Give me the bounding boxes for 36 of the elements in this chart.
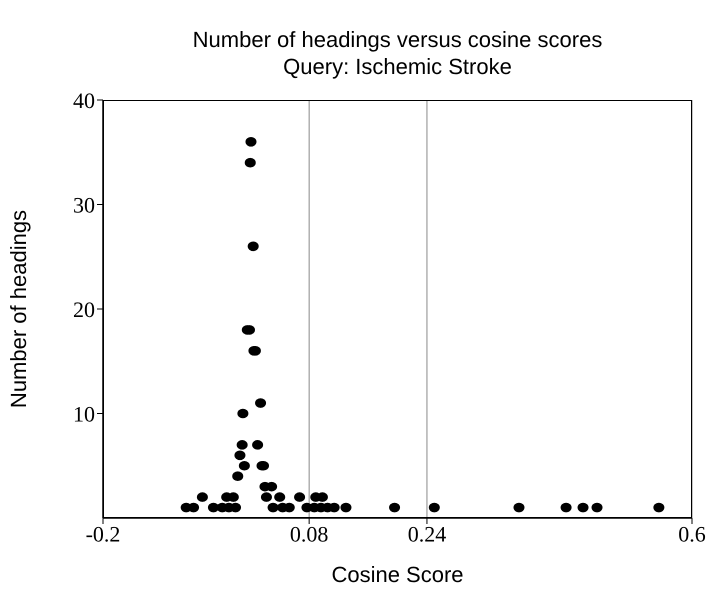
x-tick-label: 0.08 xyxy=(290,522,328,547)
point xyxy=(255,398,266,408)
y-tick-label: 20 xyxy=(73,296,95,322)
x-tick-label: 0.6 xyxy=(678,522,706,547)
y-axis-title: Number of headings xyxy=(6,210,31,408)
y-tick-label: 40 xyxy=(73,88,95,113)
point xyxy=(653,502,664,512)
point xyxy=(188,502,200,512)
point xyxy=(389,502,400,512)
point xyxy=(560,502,572,512)
point xyxy=(268,502,279,512)
point xyxy=(196,492,208,502)
point xyxy=(578,502,589,512)
point xyxy=(592,502,603,512)
point xyxy=(340,502,352,512)
point xyxy=(252,440,264,450)
point xyxy=(236,440,248,450)
point xyxy=(232,471,244,481)
y-tick-label: 30 xyxy=(73,192,95,218)
point xyxy=(237,408,248,418)
chart-subtitle: Query: Ischemic Stroke xyxy=(282,53,513,80)
point xyxy=(260,492,272,502)
point xyxy=(294,492,306,502)
point xyxy=(513,502,524,512)
x-tick-label: -0.2 xyxy=(86,522,120,547)
point xyxy=(238,460,250,471)
point xyxy=(244,158,256,168)
point xyxy=(428,502,440,512)
point xyxy=(248,242,259,252)
point xyxy=(274,492,286,502)
x-axis-title: Cosine Score xyxy=(331,562,464,587)
x-tick-label: 0.24 xyxy=(408,522,446,547)
y-tick-label: 10 xyxy=(73,401,95,426)
point xyxy=(234,450,246,460)
chart-title: Number of headings versus cosine scores xyxy=(192,26,604,53)
point xyxy=(245,137,256,147)
